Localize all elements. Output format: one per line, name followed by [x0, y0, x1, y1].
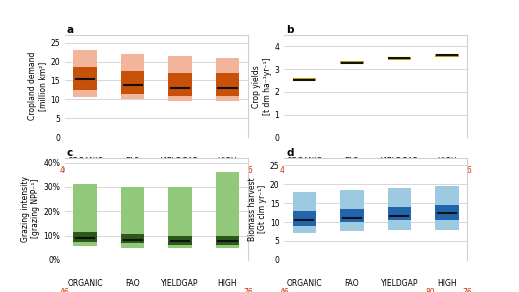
- Bar: [73, 50, 97, 67]
- Text: 76: 76: [462, 288, 472, 292]
- Bar: [388, 207, 411, 220]
- Bar: [73, 242, 97, 246]
- Text: 46: 46: [279, 288, 289, 292]
- Text: 76: 76: [243, 288, 253, 292]
- Bar: [168, 236, 192, 245]
- Bar: [168, 56, 192, 73]
- Bar: [216, 172, 239, 236]
- Bar: [216, 236, 239, 245]
- Bar: [435, 54, 459, 57]
- Y-axis label: Grazing intensity
[grazing NPP⁻¹]: Grazing intensity [grazing NPP⁻¹]: [21, 176, 40, 242]
- Bar: [216, 95, 239, 101]
- Text: c: c: [67, 148, 73, 158]
- Y-axis label: Cropland demand
[million km²]: Cropland demand [million km²]: [28, 52, 48, 120]
- Bar: [293, 226, 316, 233]
- Text: 80: 80: [426, 166, 435, 175]
- Text: a: a: [67, 25, 74, 35]
- Bar: [340, 190, 364, 209]
- Text: 76: 76: [243, 166, 253, 175]
- Bar: [168, 95, 192, 101]
- Bar: [435, 220, 459, 230]
- Text: 80: 80: [426, 288, 435, 292]
- Bar: [73, 67, 97, 90]
- Bar: [73, 185, 97, 232]
- Bar: [121, 54, 144, 71]
- Bar: [121, 243, 144, 248]
- Bar: [435, 205, 459, 220]
- Bar: [293, 192, 316, 211]
- Bar: [388, 57, 411, 60]
- Bar: [340, 209, 364, 222]
- Text: 46: 46: [279, 166, 289, 175]
- Bar: [340, 222, 364, 232]
- Bar: [168, 73, 192, 95]
- Bar: [216, 245, 239, 248]
- Y-axis label: Crop yields
[t dm ha⁻¹yr⁻¹]: Crop yields [t dm ha⁻¹yr⁻¹]: [252, 58, 272, 115]
- Text: d: d: [286, 148, 294, 158]
- Bar: [73, 90, 97, 98]
- Bar: [388, 188, 411, 207]
- Y-axis label: Biomass harvest
[Gt clm yr⁻¹]: Biomass harvest [Gt clm yr⁻¹]: [248, 177, 267, 241]
- Bar: [121, 71, 144, 94]
- Bar: [168, 187, 192, 236]
- Bar: [121, 234, 144, 243]
- Text: 46: 46: [60, 166, 70, 175]
- Text: 46: 46: [60, 288, 70, 292]
- Bar: [121, 94, 144, 99]
- Bar: [388, 220, 411, 230]
- Bar: [121, 187, 144, 234]
- Bar: [168, 245, 192, 248]
- Bar: [216, 58, 239, 73]
- Bar: [73, 232, 97, 242]
- Bar: [293, 211, 316, 226]
- Text: 76: 76: [462, 166, 472, 175]
- Bar: [340, 61, 364, 64]
- Text: b: b: [286, 25, 294, 35]
- Bar: [293, 78, 316, 81]
- Bar: [435, 186, 459, 205]
- Bar: [216, 73, 239, 95]
